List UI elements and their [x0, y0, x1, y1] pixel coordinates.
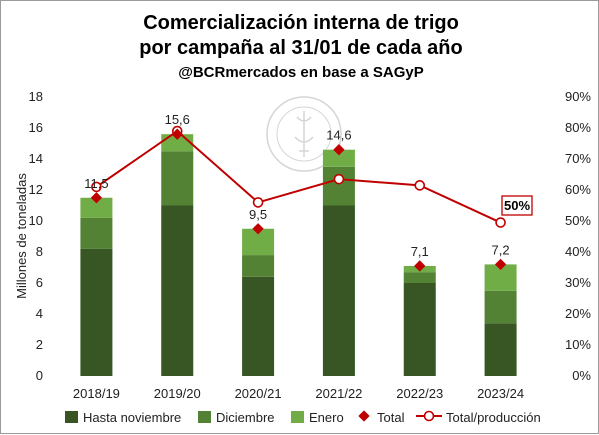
total-marker — [171, 128, 183, 140]
x-tick-label: 2018/19 — [73, 386, 120, 401]
bar-segment-enero — [322, 149, 355, 167]
chart-subtitle: @BCRmercados en base a SAGyP — [178, 64, 424, 81]
y-axis-label: Millones de toneladas — [14, 173, 29, 299]
y2-tick-label: 30% — [565, 275, 591, 290]
bar-segment-diciembre — [322, 166, 355, 206]
y-tick-label: 16 — [29, 120, 43, 135]
callout-text: 50% — [504, 198, 530, 213]
legend-swatch-diciembre — [198, 411, 211, 423]
total-marker — [494, 258, 507, 271]
bar-segment-diciembre — [484, 290, 517, 324]
y-tick-label: 6 — [36, 275, 43, 290]
y-tick-label: 4 — [36, 306, 43, 321]
callout-box — [501, 195, 533, 216]
total-data-label: 11,5 — [84, 176, 108, 191]
y2-tick-label: 90% — [565, 89, 591, 104]
legend-marker-ratio — [423, 410, 435, 422]
y-tick-label: 12 — [29, 182, 43, 197]
bar-segment-hasta-noviembre — [161, 205, 194, 376]
y2-tick-label: 80% — [565, 120, 591, 135]
legend-marker-total — [358, 410, 370, 422]
legend-label-enero: Enero — [309, 410, 344, 425]
ratio-point — [333, 173, 345, 185]
legend-label-hasta-noviembre: Hasta noviembre — [83, 410, 181, 425]
bar-segment-hasta-noviembre — [484, 323, 517, 376]
ratio-point — [414, 180, 426, 191]
legend-label-total: Total — [377, 410, 405, 425]
total-marker — [333, 144, 345, 156]
ratio-point — [252, 197, 264, 208]
bar-segment-diciembre — [80, 217, 113, 249]
y2-tick-label: 60% — [565, 182, 591, 197]
x-tick-label: 2020/21 — [235, 386, 282, 401]
bar-segment-hasta-noviembre — [242, 276, 275, 376]
total-data-label: 15,6 — [165, 112, 190, 127]
bar-segment-diciembre — [242, 255, 275, 277]
chart-title: Comercialización interna de trigo — [143, 12, 459, 34]
x-tick-label: 2021/22 — [315, 386, 362, 401]
y-tick-label: 2 — [36, 337, 43, 352]
bar-segment-diciembre — [403, 272, 436, 283]
y2-tick-label: 10% — [565, 337, 591, 352]
y-tick-label: 10 — [29, 213, 43, 228]
legend-label-diciembre: Diciembre — [216, 410, 275, 425]
y-tick-label: 14 — [29, 151, 43, 166]
y2-tick-label: 50% — [565, 213, 591, 228]
x-tick-label: 2022/23 — [396, 386, 443, 401]
bar-segment-enero — [80, 197, 113, 218]
legend-swatch-enero — [291, 411, 304, 423]
legend-label-ratio: Total/producción — [446, 410, 541, 425]
watermark-seal — [266, 96, 342, 172]
ratio-line — [95, 129, 502, 224]
total-marker — [414, 260, 426, 272]
y2-tick-label: 0% — [572, 368, 591, 383]
y2-tick-label: 20% — [565, 306, 591, 321]
y2-tick-label: 40% — [565, 244, 591, 259]
bar-segment-hasta-noviembre — [80, 248, 113, 376]
y-tick-label: 0 — [36, 368, 43, 383]
bar-segment-hasta-noviembre — [322, 205, 355, 376]
legend-swatch-hasta-noviembre — [65, 411, 78, 423]
x-tick-label: 2019/20 — [154, 386, 201, 401]
bar-segment-diciembre — [161, 151, 194, 206]
y2-tick-label: 70% — [565, 151, 591, 166]
y-tick-label: 18 — [29, 89, 43, 104]
y-tick-label: 8 — [36, 244, 43, 259]
x-tick-label: 2023/24 — [477, 386, 524, 401]
total-data-label: 7,2 — [492, 242, 510, 257]
ratio-point — [495, 217, 506, 228]
bar-segment-hasta-noviembre — [403, 283, 436, 376]
total-data-label: 9,5 — [249, 207, 267, 222]
total-data-label: 14,6 — [326, 128, 351, 143]
legend: Hasta noviembre Diciembre Enero Total To… — [65, 410, 541, 425]
total-data-label: 7,1 — [411, 244, 429, 259]
ratio-point — [91, 181, 102, 193]
chart-title-line2: por campaña al 31/01 de cada año — [139, 37, 462, 59]
